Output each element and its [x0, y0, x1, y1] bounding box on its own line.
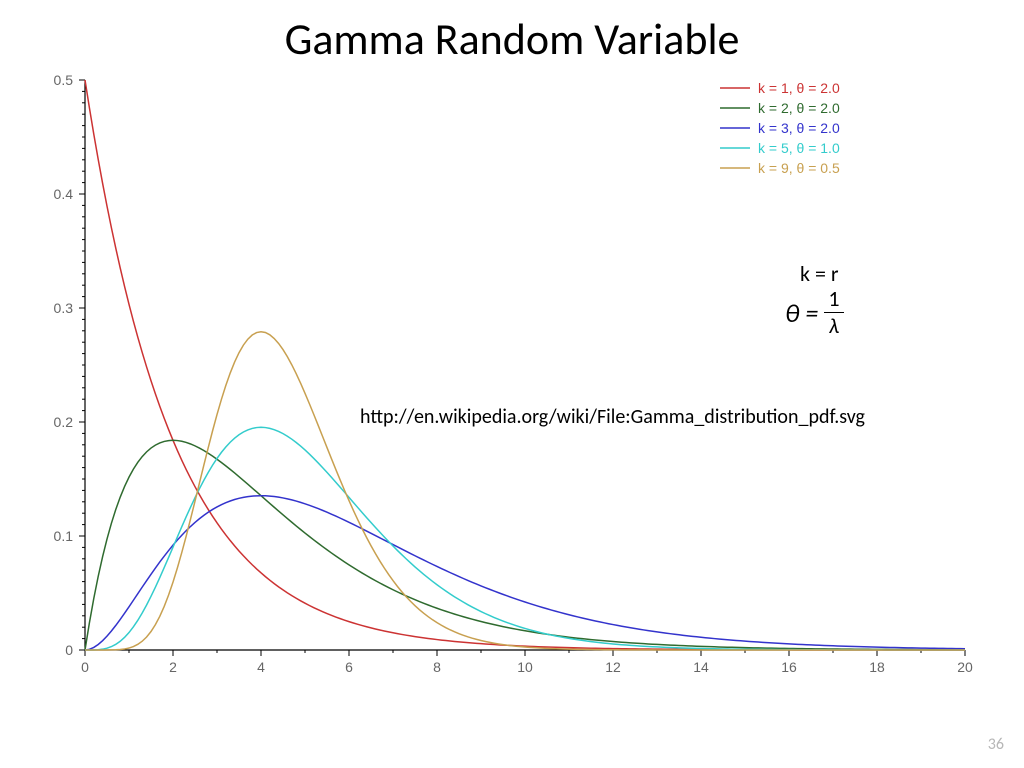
- annotation-theta-equals: θ = 1 λ: [785, 288, 844, 337]
- gamma-pdf-chart: 0 2 4 6 8 10 12 14 16 18 20 0 0.1 0.2 0.3 0.4 0.5 k = 1, …: [30, 70, 990, 690]
- svg-text:k = 1, θ = 2.0: k = 1, θ = 2.0: [758, 80, 840, 96]
- svg-text:10: 10: [517, 659, 533, 675]
- theta-symbol: θ =: [785, 297, 818, 329]
- svg-text:2: 2: [169, 659, 177, 675]
- svg-text:18: 18: [869, 659, 885, 675]
- chart-container: 0 2 4 6 8 10 12 14 16 18 20 0 0.1 0.2 0.3 0.4 0.5 k = 1, …: [30, 70, 990, 690]
- svg-text:k = 2, θ = 2.0: k = 2, θ = 2.0: [758, 100, 840, 116]
- svg-text:8: 8: [433, 659, 441, 675]
- svg-text:20: 20: [957, 659, 973, 675]
- svg-text:k = 5, θ = 1.0: k = 5, θ = 1.0: [758, 140, 840, 156]
- svg-text:k = 3, θ = 2.0: k = 3, θ = 2.0: [758, 120, 840, 136]
- svg-text:12: 12: [605, 659, 621, 675]
- fraction: 1 λ: [824, 288, 843, 337]
- page-title: Gamma Random Variable: [0, 12, 1024, 66]
- fraction-denominator: λ: [829, 313, 839, 337]
- svg-text:0.2: 0.2: [54, 414, 74, 430]
- svg-text:16: 16: [781, 659, 797, 675]
- svg-text:0: 0: [81, 659, 89, 675]
- svg-text:0.3: 0.3: [54, 300, 74, 316]
- svg-text:4: 4: [257, 659, 265, 675]
- svg-text:0.5: 0.5: [54, 72, 74, 88]
- svg-text:14: 14: [693, 659, 709, 675]
- svg-text:0.1: 0.1: [54, 528, 74, 544]
- source-url: http://en.wikipedia.org/wiki/File:Gamma_…: [360, 405, 865, 429]
- svg-text:k = 9, θ = 0.5: k = 9, θ = 0.5: [758, 160, 840, 176]
- page-number: 36: [988, 735, 1004, 754]
- svg-text:6: 6: [345, 659, 353, 675]
- fraction-numerator: 1: [824, 288, 843, 313]
- svg-text:0.4: 0.4: [54, 186, 74, 202]
- svg-text:0: 0: [65, 642, 73, 658]
- annotation-k-equals-r: k = r: [800, 260, 839, 287]
